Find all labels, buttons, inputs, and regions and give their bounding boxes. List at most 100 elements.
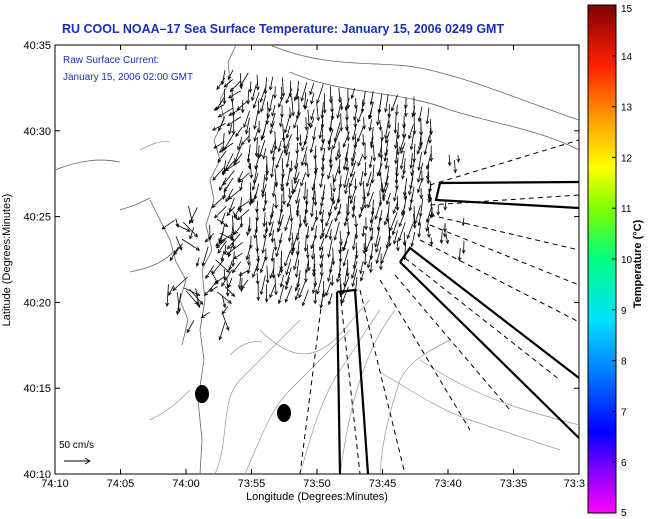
current-vector bbox=[262, 212, 267, 228]
current-vector bbox=[252, 262, 259, 278]
current-vector bbox=[285, 125, 291, 139]
x-tick-label: 73:45 bbox=[369, 478, 397, 490]
radar-range-lines bbox=[299, 139, 579, 474]
y-tick-label: 40:25 bbox=[23, 212, 51, 224]
current-vector bbox=[228, 259, 233, 271]
current-vector bbox=[384, 158, 389, 170]
current-vector bbox=[327, 238, 333, 259]
current-vector bbox=[311, 217, 318, 232]
current-vector bbox=[351, 268, 358, 288]
current-vector bbox=[363, 253, 368, 266]
current-vector bbox=[332, 130, 341, 150]
current-vector bbox=[385, 237, 390, 249]
current-vector bbox=[309, 118, 315, 129]
current-vector bbox=[210, 270, 219, 285]
current-vector bbox=[380, 246, 389, 265]
current-vector bbox=[327, 138, 332, 151]
current-vector bbox=[447, 154, 452, 167]
current-vector bbox=[225, 278, 230, 297]
current-vector bbox=[344, 97, 350, 111]
current-vector bbox=[277, 284, 285, 305]
current-vector bbox=[374, 227, 381, 248]
current-vector bbox=[417, 162, 424, 183]
current-vector bbox=[374, 200, 382, 220]
current-vector bbox=[368, 119, 373, 132]
buoy-marker-1 bbox=[195, 385, 209, 403]
current-vector bbox=[368, 155, 373, 169]
current-vector bbox=[309, 138, 315, 154]
current-vector bbox=[416, 142, 423, 155]
current-vector bbox=[265, 265, 270, 284]
current-vector bbox=[342, 240, 348, 252]
current-vector bbox=[175, 224, 191, 232]
current-vector bbox=[291, 232, 299, 253]
current-vector bbox=[309, 83, 315, 96]
current-vector bbox=[245, 243, 252, 261]
current-vector bbox=[369, 243, 374, 260]
current-vector bbox=[409, 133, 415, 151]
current-vector bbox=[222, 268, 227, 281]
current-vector bbox=[310, 92, 315, 105]
current-vector bbox=[385, 192, 391, 206]
current-vector bbox=[228, 197, 235, 213]
x-tick-label: 73:35 bbox=[500, 478, 528, 490]
current-vector bbox=[419, 188, 424, 200]
current-vector bbox=[342, 131, 350, 148]
current-vector bbox=[274, 194, 278, 210]
current-vector bbox=[282, 132, 287, 150]
current-vector bbox=[310, 236, 317, 250]
current-vector bbox=[457, 248, 462, 262]
current-vector bbox=[264, 164, 269, 182]
current-vector bbox=[333, 221, 340, 241]
current-vector bbox=[204, 281, 217, 297]
current-vector bbox=[342, 249, 349, 267]
current-vector bbox=[183, 222, 199, 238]
current-vector bbox=[461, 240, 466, 255]
current-vector bbox=[443, 223, 447, 233]
current-vector bbox=[205, 265, 215, 280]
current-vector bbox=[243, 110, 251, 129]
current-vector bbox=[327, 293, 333, 306]
current-vector bbox=[344, 177, 350, 195]
current-vector bbox=[301, 289, 309, 307]
current-vector bbox=[175, 236, 183, 251]
plot-frame bbox=[54, 44, 580, 475]
current-vector bbox=[311, 281, 317, 295]
current-vector bbox=[255, 200, 259, 213]
current-vector bbox=[295, 205, 300, 218]
current-vector bbox=[237, 200, 250, 210]
current-vector bbox=[277, 140, 282, 153]
current-vector bbox=[271, 104, 276, 117]
current-vector bbox=[375, 236, 381, 254]
current-vector bbox=[417, 214, 422, 227]
current-vector bbox=[398, 222, 406, 242]
current-vector bbox=[349, 187, 357, 205]
current-vector bbox=[273, 86, 277, 99]
current-vector bbox=[216, 291, 232, 304]
current-vector bbox=[231, 261, 242, 274]
current-vector bbox=[330, 275, 335, 287]
current-vector bbox=[270, 157, 275, 179]
current-vector bbox=[369, 262, 373, 274]
current-vector bbox=[212, 167, 225, 181]
current-vector bbox=[185, 290, 199, 306]
current-vector bbox=[350, 261, 358, 279]
current-vector bbox=[358, 206, 365, 219]
current-vector bbox=[423, 135, 430, 156]
current-vector bbox=[408, 124, 414, 140]
current-vector bbox=[175, 292, 182, 316]
current-vector bbox=[189, 207, 198, 225]
current-vector bbox=[337, 141, 342, 159]
current-vector bbox=[216, 218, 229, 228]
y-tick-label: 40:30 bbox=[23, 126, 51, 138]
current-vector bbox=[293, 178, 300, 194]
current-vector bbox=[262, 201, 267, 213]
current-vector bbox=[327, 266, 333, 283]
x-tick-label: 74:10 bbox=[41, 478, 69, 490]
current-vector bbox=[336, 104, 341, 119]
current-vector bbox=[251, 192, 257, 204]
colorbar bbox=[587, 4, 617, 514]
current-vector bbox=[396, 239, 400, 252]
current-vector bbox=[393, 230, 398, 245]
current-vector bbox=[271, 183, 276, 198]
